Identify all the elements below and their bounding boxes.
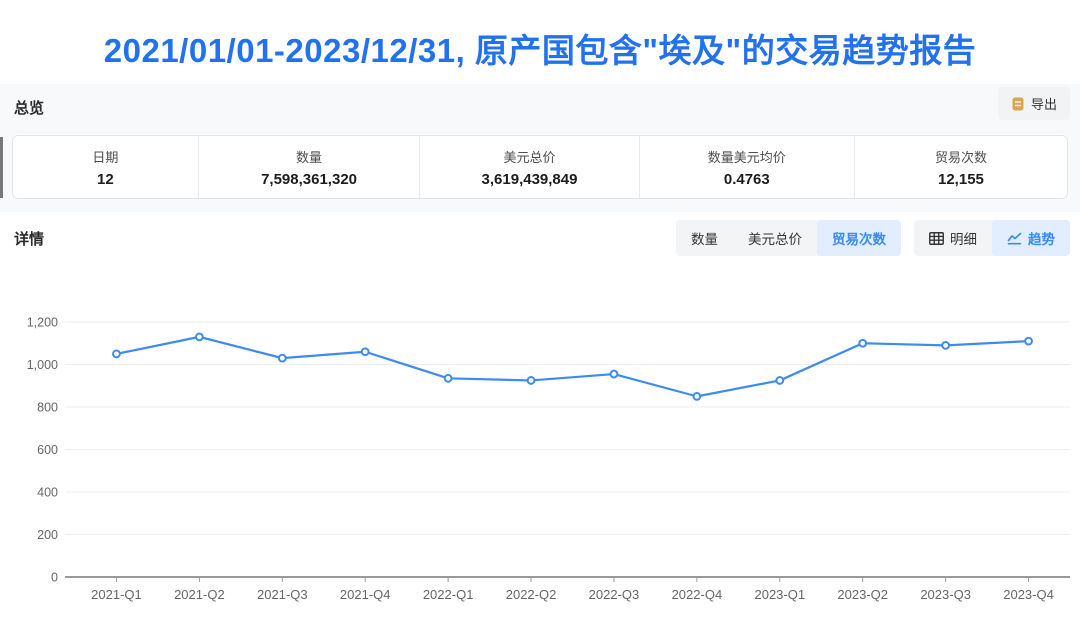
- stat-item-avg-price: 数量美元均价 0.4763: [638, 136, 854, 198]
- svg-text:2023-Q2: 2023-Q2: [837, 587, 888, 602]
- details-heading: 详情: [14, 231, 45, 248]
- svg-text:1,200: 1,200: [27, 316, 58, 330]
- stat-item-date: 日期 12: [13, 136, 198, 198]
- tab-quantity[interactable]: 数量: [676, 220, 733, 256]
- stat-label: 日期: [92, 149, 119, 165]
- svg-text:1,000: 1,000: [27, 358, 58, 372]
- stat-value: 12: [97, 170, 114, 188]
- svg-text:2022-Q2: 2022-Q2: [506, 587, 557, 602]
- stat-item-quantity: 数量 7,598,361,320: [197, 136, 420, 198]
- stat-value: 0.4763: [723, 170, 770, 188]
- svg-text:0: 0: [51, 571, 58, 585]
- overview-stats-card: 日期 12 数量 7,598,361,320 美元总价 3,619,439,84…: [12, 135, 1068, 199]
- tab-usd-total[interactable]: 美元总价: [733, 220, 817, 256]
- page-title: 2021/01/01-2023/12/31, 原产国包含"埃及"的交易趋势报告: [103, 32, 977, 69]
- export-file-icon: [1012, 97, 1024, 110]
- trend-icon: [1007, 232, 1022, 245]
- stat-label: 数量: [296, 149, 323, 165]
- stat-value: 12,155: [938, 170, 984, 188]
- export-button-label: 导出: [1030, 97, 1057, 112]
- table-icon: [929, 231, 944, 245]
- overview-heading: 总览: [14, 100, 45, 117]
- svg-text:200: 200: [37, 528, 58, 542]
- stat-item-usd-total: 美元总价 3,619,439,849: [419, 136, 638, 198]
- tab-trend-view[interactable]: 趋势: [992, 220, 1070, 256]
- stat-item-trade-count: 贸易次数 12,155: [853, 136, 1067, 198]
- tab-trade-count[interactable]: 贸易次数: [817, 220, 901, 256]
- svg-text:2021-Q3: 2021-Q3: [257, 587, 308, 602]
- svg-text:2023-Q1: 2023-Q1: [754, 587, 805, 602]
- export-button[interactable]: 导出: [997, 87, 1070, 120]
- stat-label: 美元总价: [503, 149, 556, 165]
- tab-trend-label: 趋势: [1028, 232, 1055, 247]
- tab-detail-view[interactable]: 明细: [914, 220, 992, 256]
- stat-value: 3,619,439,849: [481, 170, 578, 188]
- view-tab-group: 明细 趋势: [914, 220, 1070, 256]
- svg-text:2022-Q3: 2022-Q3: [589, 587, 640, 602]
- details-toolbar: 数量 美元总价 贸易次数 明细 趋势: [676, 220, 1070, 256]
- adjacent-card-edge: [0, 137, 3, 198]
- svg-text:800: 800: [37, 401, 58, 415]
- svg-text:600: 600: [37, 443, 58, 457]
- svg-text:2021-Q2: 2021-Q2: [174, 587, 225, 602]
- trend-line-chart: 0 200 400 600 800 1,000 1,200 2021-Q1 2021-Q2 202…: [0, 292, 1080, 622]
- svg-text:400: 400: [37, 486, 58, 500]
- svg-text:2022-Q1: 2022-Q1: [423, 587, 474, 602]
- svg-text:2021-Q4: 2021-Q4: [340, 587, 391, 602]
- tab-detail-label: 明细: [950, 232, 977, 247]
- svg-text:2023-Q3: 2023-Q3: [920, 587, 971, 602]
- stat-label: 贸易次数: [934, 149, 987, 165]
- svg-text:2022-Q4: 2022-Q4: [672, 587, 723, 602]
- stat-label: 数量美元均价: [707, 149, 786, 165]
- metric-tab-group: 数量 美元总价 贸易次数: [676, 220, 901, 256]
- stat-value: 7,598,361,320: [261, 170, 358, 188]
- svg-text:2021-Q1: 2021-Q1: [91, 587, 142, 602]
- svg-text:2023-Q4: 2023-Q4: [1003, 587, 1054, 602]
